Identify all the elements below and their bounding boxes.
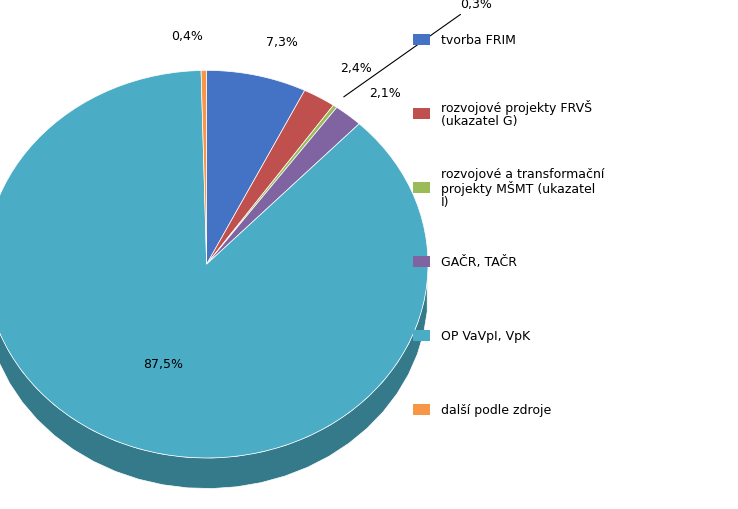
Bar bbox=[413, 109, 430, 120]
Text: tvorba FRIM: tvorba FRIM bbox=[441, 34, 515, 47]
Text: 0,4%: 0,4% bbox=[171, 30, 204, 43]
Bar bbox=[413, 404, 430, 415]
Polygon shape bbox=[207, 91, 334, 265]
Text: rozvojové a transformační: rozvojové a transformační bbox=[441, 167, 604, 181]
Polygon shape bbox=[207, 71, 305, 265]
Bar bbox=[413, 257, 430, 268]
Text: rozvojové projekty FRVŠ: rozvojové projekty FRVŠ bbox=[441, 100, 592, 115]
Polygon shape bbox=[0, 71, 428, 458]
Text: 0,3%: 0,3% bbox=[344, 0, 492, 98]
Text: další podle zdroje: další podle zdroje bbox=[441, 403, 551, 416]
Polygon shape bbox=[207, 106, 337, 265]
Text: GAČR, TAČR: GAČR, TAČR bbox=[441, 256, 517, 269]
Text: 87,5%: 87,5% bbox=[143, 357, 183, 371]
Text: (ukazatel G): (ukazatel G) bbox=[441, 115, 517, 128]
Text: 7,3%: 7,3% bbox=[266, 36, 298, 49]
Text: 2,4%: 2,4% bbox=[339, 62, 371, 75]
Text: 2,1%: 2,1% bbox=[370, 87, 401, 100]
Bar bbox=[413, 35, 430, 46]
Bar bbox=[413, 330, 430, 342]
Text: OP VaVpI, VpK: OP VaVpI, VpK bbox=[441, 329, 530, 343]
Polygon shape bbox=[207, 108, 359, 265]
Polygon shape bbox=[201, 71, 207, 265]
Polygon shape bbox=[0, 270, 427, 489]
Text: I): I) bbox=[441, 196, 449, 209]
Bar bbox=[413, 183, 430, 194]
Text: projekty MŠMT (ukazatel: projekty MŠMT (ukazatel bbox=[441, 181, 595, 196]
